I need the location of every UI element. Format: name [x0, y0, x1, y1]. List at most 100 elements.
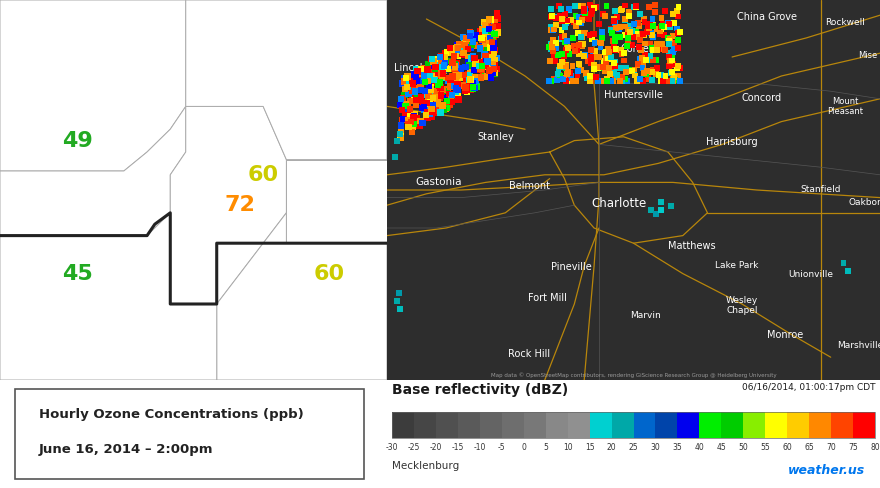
Bar [487, 63, 493, 70]
Polygon shape [171, 106, 286, 304]
Bar [567, 76, 573, 82]
Bar [438, 75, 445, 81]
Bar [605, 57, 611, 62]
Bar [400, 75, 407, 81]
Text: 25: 25 [628, 443, 638, 451]
Bar [670, 54, 675, 60]
Bar [491, 70, 497, 76]
Bar [666, 50, 671, 57]
Text: 50: 50 [738, 443, 748, 451]
Bar [445, 75, 451, 81]
Bar [624, 78, 630, 83]
Bar [570, 78, 576, 83]
Bar [483, 35, 490, 41]
Bar [494, 10, 501, 17]
Bar [626, 35, 631, 41]
Bar [604, 3, 610, 9]
Bar [564, 71, 570, 77]
Bar [602, 68, 608, 74]
Bar [470, 38, 476, 44]
Bar [557, 73, 563, 79]
Bar [460, 82, 466, 89]
Bar [429, 62, 435, 69]
Bar [423, 92, 429, 98]
Bar [609, 30, 615, 36]
Bar [597, 65, 602, 71]
Bar [449, 74, 456, 80]
Bar [409, 129, 415, 135]
Bar [568, 75, 575, 81]
Bar [397, 131, 403, 137]
Text: Harrisburg: Harrisburg [707, 137, 758, 147]
Bar [559, 51, 565, 57]
Bar [605, 46, 611, 52]
Bar [491, 67, 497, 74]
Text: 20: 20 [606, 443, 616, 451]
Bar [468, 55, 474, 61]
Bar [471, 67, 477, 73]
Bar [431, 65, 438, 72]
Bar [617, 24, 623, 30]
Bar [414, 78, 420, 84]
Bar [482, 54, 488, 61]
Text: Lake Park: Lake Park [715, 261, 759, 270]
Bar [466, 71, 472, 78]
Bar [653, 211, 659, 217]
Bar [569, 78, 575, 83]
Bar [414, 66, 420, 73]
Bar [430, 59, 437, 65]
Bar [413, 102, 419, 108]
Bar [631, 21, 637, 27]
Bar [473, 83, 480, 90]
Bar [563, 19, 569, 24]
Bar [625, 32, 631, 38]
Bar [444, 65, 451, 72]
Bar [410, 115, 417, 121]
Bar [547, 41, 554, 47]
Bar [629, 42, 635, 48]
Bar [454, 42, 461, 48]
Bar [649, 69, 655, 75]
Bar [565, 69, 571, 75]
Bar [399, 106, 405, 113]
Bar [400, 116, 407, 122]
Bar [550, 37, 555, 43]
Bar [644, 29, 650, 35]
Bar [465, 46, 471, 52]
Bar [576, 68, 581, 74]
Bar [406, 81, 412, 87]
Bar [580, 3, 586, 9]
Bar [601, 78, 607, 83]
Bar [480, 41, 487, 47]
Bar [462, 35, 468, 42]
Bar [603, 60, 609, 66]
Bar [636, 44, 642, 50]
Bar [630, 34, 636, 40]
Bar [479, 35, 485, 41]
Bar [438, 70, 444, 77]
Bar [587, 2, 592, 8]
Bar [398, 135, 404, 141]
Bar [466, 73, 472, 80]
Bar [413, 75, 419, 81]
Bar [472, 85, 478, 91]
Bar [407, 123, 414, 129]
Bar [611, 70, 617, 76]
Bar [554, 71, 561, 78]
Bar [404, 83, 410, 90]
Bar [642, 71, 649, 78]
Polygon shape [0, 213, 216, 380]
Bar [627, 14, 633, 20]
Bar [665, 41, 671, 47]
Bar [608, 55, 614, 61]
Bar [657, 28, 664, 34]
Bar [853, 412, 875, 438]
Bar [618, 7, 624, 13]
Bar [462, 46, 468, 52]
Bar [425, 78, 431, 84]
Bar [671, 74, 677, 81]
Bar [632, 72, 637, 78]
Bar [588, 47, 593, 53]
Bar [663, 73, 669, 79]
Bar [658, 24, 664, 30]
